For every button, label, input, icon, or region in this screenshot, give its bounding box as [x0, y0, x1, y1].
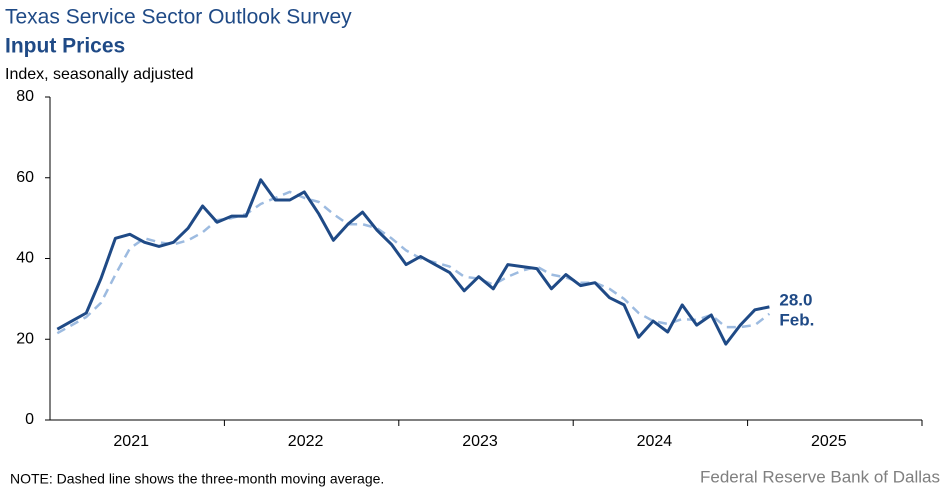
x-tick-label: 2022 [288, 433, 324, 450]
x-tick-label: 2021 [113, 433, 149, 450]
annotation-month: Feb. [779, 310, 814, 329]
y-tick-label: 80 [16, 88, 34, 105]
data-line [56, 178, 770, 346]
chart-subtitle: Input Prices [5, 35, 125, 58]
y-tick-label: 60 [16, 169, 34, 186]
x-tick-label: 2025 [811, 433, 847, 450]
y-axis-label: Index, seasonally adjusted [5, 66, 194, 83]
annotation-value: 28.0 [779, 290, 812, 309]
source: Federal Reserve Bank of Dallas [700, 467, 940, 486]
y-tick-label: 0 [25, 411, 34, 428]
y-tick-label: 40 [16, 250, 34, 267]
note: NOTE: Dashed line shows the three-month … [10, 471, 384, 487]
x-tick-label: 2024 [637, 433, 673, 450]
chart-title: Texas Service Sector Outlook Survey [5, 6, 352, 29]
x-tick-label: 2023 [462, 433, 498, 450]
y-tick-label: 20 [16, 330, 34, 347]
moving-average-line [56, 190, 771, 335]
